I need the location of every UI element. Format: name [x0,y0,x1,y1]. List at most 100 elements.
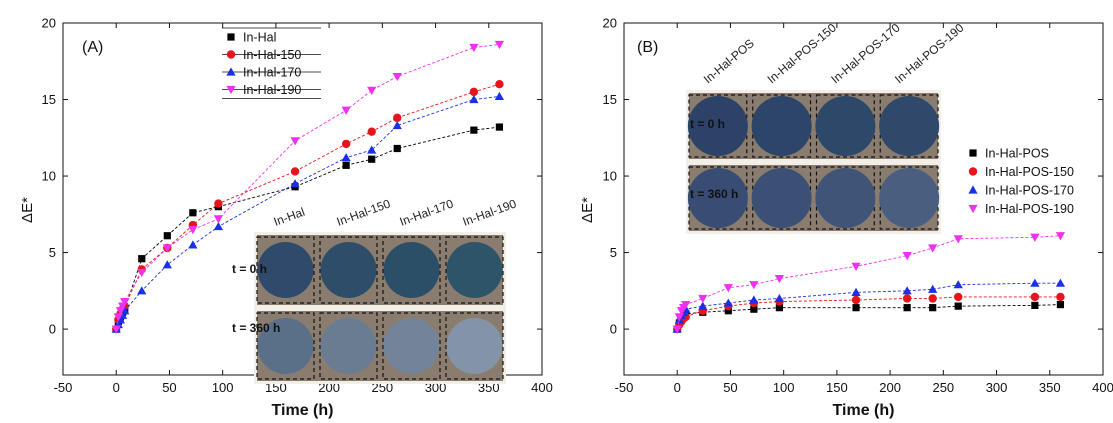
legend-label-1: In-Hal-150 [243,48,301,62]
data-point-In-Hal-POS-170 [723,298,733,307]
photo-column-label: In-Hal-POS [701,36,757,86]
data-point-In-Hal-190 [137,268,147,278]
sample-disc [815,96,876,156]
data-point-In-Hal-190 [469,43,479,53]
x-tick-label: 400 [1092,380,1113,395]
legend-label-1: In-Hal-POS-150 [985,165,1074,179]
data-point-In-Hal-170 [469,94,479,104]
sample-disc [257,242,314,298]
data-point-In-Hal-POS-170 [1030,278,1040,287]
y-tick-label: 20 [42,16,56,31]
x-tick-label: -50 [615,380,634,395]
data-point-In-Hal-POS [903,304,911,312]
data-point-In-Hal-150 [495,80,504,89]
photo-cell-border [688,166,748,230]
data-point-In-Hal [368,155,376,163]
data-point-In-Hal-170 [162,260,172,269]
legend-marker-3 [968,204,978,214]
y-tick-label: 10 [42,169,56,184]
data-point-In-Hal [470,126,478,134]
x-tick-label: 400 [531,380,553,395]
x-tick-label: 300 [986,380,1008,395]
sample-disc [815,168,876,228]
legend-label-2: In-Hal-170 [243,66,301,80]
sample-disc [320,242,377,298]
data-point-In-Hal-150 [469,87,479,97]
legend-label-3: In-Hal-POS-190 [985,202,1074,216]
x-axis-title: Time (h) [272,402,334,419]
y-tick-label: 0 [49,322,56,337]
photo-cell-border [256,236,315,304]
x-tick-label: 50 [162,380,176,395]
legend-background [962,143,1096,219]
data-point-In-Hal-POS-190 [723,284,733,293]
data-point-In-Hal-POS-190 [953,235,963,244]
sample-disc [687,96,748,156]
sample-disc [446,242,503,298]
data-point-In-Hal-170 [367,145,377,154]
photo-row-label: t = 360 h [690,187,738,201]
data-point-In-Hal-150 [290,167,300,176]
data-point-In-Hal-170 [115,315,126,324]
panel-label: (A) [82,39,103,56]
data-point-In-Hal-POS-190 [672,325,682,334]
y-tick-label: 5 [610,245,617,260]
y-tick-label: 15 [603,92,617,107]
legend-marker-0 [227,33,235,41]
photo-cell-border [256,312,315,380]
legend-marker-2 [968,185,978,194]
photo-cell-border [752,94,812,158]
sample-disc [687,168,748,228]
data-point-In-Hal-POS [724,307,732,315]
x-tick-label: 0 [113,380,120,395]
sample-disc [320,318,377,374]
data-point-In-Hal-POS [750,305,758,313]
x-tick-label: 100 [212,380,234,395]
data-point-In-Hal-190 [341,106,351,115]
data-point-In-Hal-POS-150 [1030,292,1040,302]
sample-disc [383,242,440,298]
y-tick-label: 15 [42,92,56,107]
data-point-In-Hal-190 [494,40,505,50]
data-point-In-Hal-POS-150 [954,292,963,302]
photo-column-label: In-Hal [272,205,307,229]
data-point-In-Hal-150 [214,199,223,208]
legend-marker-1 [226,50,236,59]
data-point-In-Hal-POS-170 [1055,278,1066,287]
data-point-In-Hal-170 [213,221,224,231]
data-point-In-Hal-POS-170 [902,286,912,295]
legend-label-0: In-Hal-POS [985,147,1049,161]
data-point-In-Hal-170 [188,240,198,249]
x-tick-label: 250 [932,380,954,395]
data-point-In-Hal-150 [341,139,351,149]
y-tick-label: 10 [603,169,617,184]
data-point-In-Hal [342,161,350,169]
y-axis-title: ΔE* [19,197,36,223]
x-tick-label: 200 [879,380,901,395]
data-point-In-Hal-POS-190 [681,301,691,310]
x-tick-label: 150 [826,380,848,395]
data-point-In-Hal-190 [367,86,377,95]
data-point-In-Hal-POS-170 [928,284,938,293]
data-point-In-Hal-170 [137,286,147,295]
photo-inset [686,90,941,234]
sample-disc [751,96,812,156]
x-tick-label: 350 [1039,380,1061,395]
legend-marker-0 [969,149,977,157]
photo-cell-border [688,94,748,158]
data-point-In-Hal-190 [213,215,224,224]
x-tick-label: 100 [773,380,795,395]
sample-disc [257,318,314,374]
x-tick-label: -50 [54,380,73,395]
data-point-In-Hal-POS-170 [774,293,785,303]
legend-marker-3 [226,85,236,95]
data-point-In-Hal-POS-150 [851,295,861,305]
data-point-In-Hal-POS-150 [1056,292,1065,302]
panel-a: -50 0 50 100 150 200 250 300 350 40005101520Time … [19,16,553,420]
legend-marker-2 [226,67,236,76]
photo-cell-border [879,94,939,158]
data-point-In-Hal-POS [775,304,784,312]
photo-row-label: t = 0 h [690,117,725,131]
data-point-In-Hal-POS-190 [928,244,938,253]
data-point-In-Hal-POS [954,302,962,310]
